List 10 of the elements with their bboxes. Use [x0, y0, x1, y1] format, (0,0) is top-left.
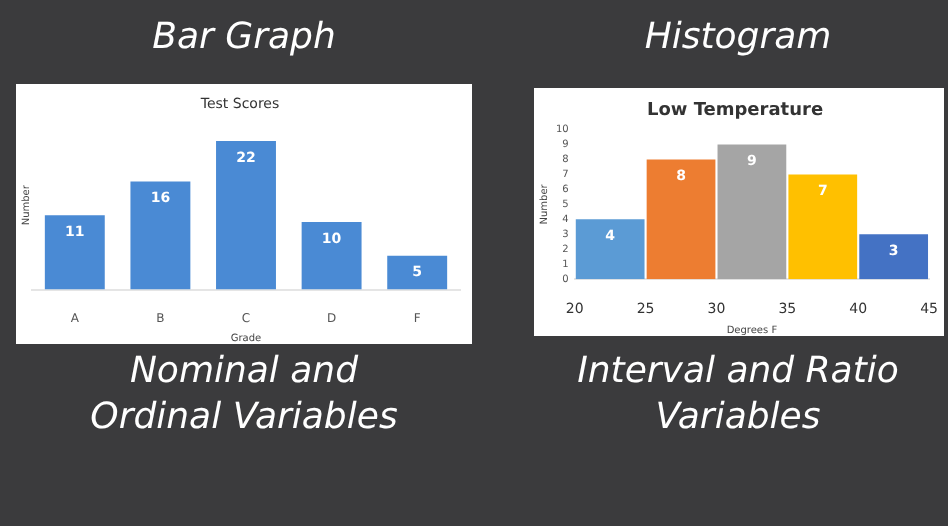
text: Interval and Ratio Variables [575, 348, 901, 440]
text: Bar Graph [150, 16, 338, 58]
bar [44, 215, 105, 290]
bar [216, 141, 276, 290]
text: Nominal and Ordinal Variables [88, 348, 400, 440]
chart-title: Low Temperature [646, 101, 824, 122]
bar [130, 181, 191, 290]
bar [387, 255, 448, 290]
bar [301, 222, 362, 290]
text: Histogram [642, 16, 834, 58]
